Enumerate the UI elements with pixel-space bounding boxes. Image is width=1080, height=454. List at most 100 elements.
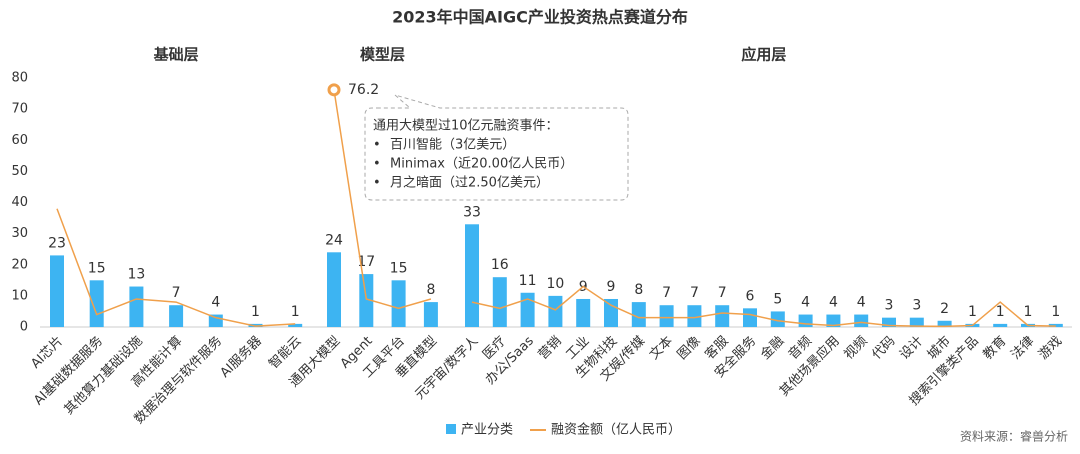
bar-value-label: 4 — [801, 295, 810, 311]
callout-item: 月之暗面（过2.50亿美元） — [390, 176, 549, 191]
highlight-point — [327, 83, 341, 97]
bar-value-label: 7 — [690, 285, 699, 301]
y-tick-label: 50 — [11, 164, 28, 179]
bullet: • — [373, 138, 381, 153]
chart-title: 2023年中国AIGC产业投资热点赛道分布 — [392, 8, 688, 27]
bar-value-label: 1 — [968, 304, 977, 320]
bar-value-label: 11 — [519, 273, 537, 289]
bar — [169, 305, 184, 327]
group-label: 应用层 — [741, 46, 786, 64]
legend-label: 产业分类 — [461, 423, 513, 438]
x-tick-label: 金融 — [757, 333, 787, 363]
x-tick-label: 图像 — [675, 334, 704, 363]
x-tick-label: 教育 — [980, 333, 1010, 363]
bar-value-label: 15 — [88, 260, 106, 276]
bar-value-label: 4 — [857, 295, 866, 311]
source: 资料来源：睿兽分析 — [960, 429, 1068, 444]
bar-value-label: 9 — [607, 279, 616, 295]
y-tick-label: 40 — [11, 195, 28, 210]
bar-value-label: 15 — [390, 260, 408, 276]
bar-value-label: 13 — [127, 267, 145, 283]
callout-box — [364, 94, 629, 201]
callout-title: 通用大模型过10亿元融资事件： — [373, 119, 559, 134]
y-tick-label: 30 — [11, 226, 28, 241]
bar-value-label: 8 — [634, 282, 643, 298]
bar-value-label: 7 — [662, 285, 671, 301]
y-tick-label: 80 — [11, 71, 28, 86]
bar — [492, 277, 507, 327]
bar — [604, 298, 618, 327]
bar-value-label: 24 — [325, 232, 343, 248]
y-tick-label: 60 — [11, 133, 28, 148]
bar — [576, 298, 591, 327]
y-tick-label: 20 — [11, 257, 28, 272]
bar-value-label: 4 — [829, 295, 838, 311]
group-label: 模型层 — [360, 46, 405, 64]
x-tick-label: AI服务器 — [217, 333, 265, 381]
bar — [359, 274, 374, 327]
bar — [129, 286, 144, 327]
group-label: 基础层 — [153, 46, 199, 64]
bar-value-label: 5 — [773, 291, 782, 307]
bar — [89, 280, 104, 327]
bar — [631, 302, 646, 327]
x-tick-label: 代码 — [869, 334, 898, 363]
callout-item: 百川智能（3亿美元） — [390, 138, 515, 153]
bar — [909, 317, 924, 327]
x-tick-label: 营销 — [536, 334, 565, 363]
bar-value-label: 4 — [211, 295, 220, 311]
line — [56, 89, 1056, 328]
x-tick-label: 视频 — [842, 334, 871, 363]
bar — [423, 302, 438, 327]
x-tick-label: 法律 — [1008, 334, 1037, 363]
bar — [687, 305, 702, 327]
bar-value-label: 33 — [463, 204, 481, 220]
x-tick-label: 游戏 — [1036, 334, 1065, 363]
legend-swatch-bar — [446, 424, 456, 434]
bar-value-label: 23 — [48, 235, 66, 251]
bullet: • — [373, 176, 381, 191]
y-tick-label: 10 — [11, 288, 28, 303]
bullet: • — [373, 157, 381, 172]
bar — [548, 295, 563, 327]
x-tick-label: AI基础数据服务 — [31, 333, 106, 408]
bar-value-label: 7 — [172, 285, 181, 301]
y-tick-label: 70 — [11, 102, 28, 117]
bar — [715, 305, 730, 327]
bar-value-label: 3 — [885, 298, 894, 314]
bar-value-label: 10 — [546, 276, 564, 292]
bar-value-label: 1 — [251, 304, 260, 320]
bar-value-label: 2 — [940, 301, 949, 317]
bar — [327, 252, 341, 327]
bar — [391, 280, 406, 327]
bar — [50, 255, 64, 327]
bar-value-label: 1 — [996, 304, 1005, 320]
bar-value-label: 1 — [291, 304, 300, 320]
bar — [993, 323, 1008, 327]
legend-label: 融资金额（亿人民币） — [551, 422, 681, 438]
bar-value-label: 3 — [912, 298, 921, 314]
bar — [520, 292, 535, 327]
x-tick-label: 文本 — [647, 334, 676, 363]
bar — [659, 305, 674, 327]
x-tick-label: 设计 — [897, 334, 926, 363]
bar — [288, 323, 303, 327]
bar — [826, 314, 841, 327]
bar — [937, 320, 952, 327]
bar-value-label: 8 — [426, 282, 435, 298]
x-tick-label: AI芯片 — [28, 334, 66, 372]
bar — [798, 314, 813, 327]
bar-value-label: 6 — [746, 288, 755, 304]
line-value-label: 76.2 — [348, 82, 379, 98]
bar — [770, 311, 785, 327]
bar — [882, 317, 896, 327]
bar-value-label: 1 — [1051, 304, 1060, 320]
bar — [465, 224, 479, 327]
bar — [854, 314, 869, 327]
bar-value-label: 16 — [491, 257, 509, 273]
bar — [743, 308, 757, 327]
bar-value-label: 1 — [1024, 304, 1033, 320]
x-tick-label: 智能云 — [266, 334, 304, 372]
y-tick-label: 0 — [20, 320, 28, 335]
